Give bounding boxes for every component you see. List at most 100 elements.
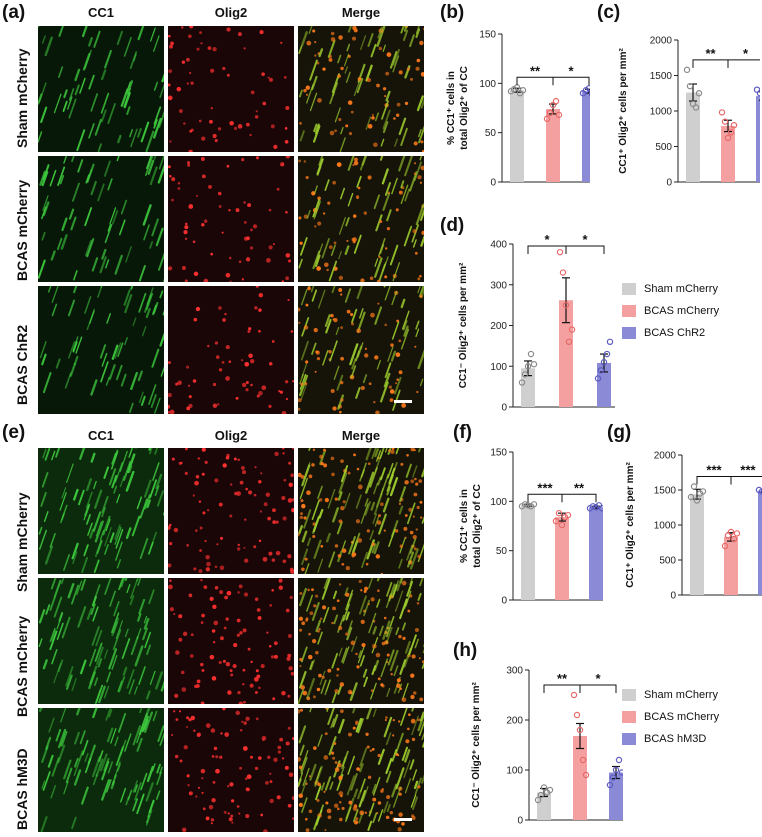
data-point bbox=[564, 511, 572, 519]
data-point bbox=[727, 129, 735, 136]
significance-mark: * bbox=[743, 46, 749, 61]
data-point bbox=[558, 521, 566, 529]
row-label-sham-mcherry: Sham mCherry bbox=[14, 492, 30, 592]
bar bbox=[521, 368, 535, 407]
y-tick-label: 100 bbox=[490, 362, 507, 373]
legend-label: BCAS hM3D bbox=[644, 733, 707, 745]
data-point bbox=[606, 781, 614, 789]
micrograph-image bbox=[38, 708, 164, 832]
significance-bracket bbox=[543, 684, 617, 693]
data-point bbox=[690, 483, 698, 490]
y-axis-label: CC1⁺ Olig2⁺ cells per mm² bbox=[625, 462, 636, 588]
significance-bracket bbox=[516, 76, 590, 86]
data-point bbox=[552, 517, 560, 525]
micrograph-merge bbox=[298, 26, 424, 152]
significance-mark: ** bbox=[530, 63, 541, 78]
bar bbox=[546, 108, 560, 182]
data-point bbox=[730, 535, 738, 543]
data-point bbox=[603, 350, 611, 358]
bar bbox=[589, 507, 603, 600]
panel-label-f: (f) bbox=[453, 422, 472, 443]
legend-swatch bbox=[622, 711, 636, 723]
micrograph-image bbox=[38, 286, 164, 414]
y-axis-label: total Olig2⁺ of CC bbox=[472, 484, 483, 568]
y-tick-label: 100 bbox=[490, 497, 507, 508]
micrograph-green bbox=[38, 578, 164, 704]
bar bbox=[582, 91, 590, 182]
data-point bbox=[524, 363, 532, 370]
data-point bbox=[540, 784, 548, 791]
data-point bbox=[555, 509, 563, 517]
legend-top: Sham mCherry BCAS mCherry BCAS ChR2 bbox=[622, 278, 719, 344]
column-header-merge: Merge bbox=[341, 428, 381, 443]
data-point bbox=[546, 786, 554, 794]
micrograph-red bbox=[168, 708, 294, 832]
data-point bbox=[588, 91, 590, 97]
column-header-cc1: CC1 bbox=[87, 428, 114, 443]
data-point bbox=[576, 726, 584, 734]
legend-label: Sham mCherry bbox=[644, 283, 718, 295]
data-point bbox=[527, 350, 535, 358]
data-point bbox=[718, 109, 726, 116]
panel-label-a: (a) bbox=[2, 2, 26, 23]
micrograph-image bbox=[298, 708, 424, 832]
micrograph-image bbox=[38, 156, 164, 282]
data-point bbox=[570, 691, 578, 699]
significance-mark: * bbox=[568, 63, 574, 78]
chart-d: 0 100 200 300 400 CC1⁻ Olig2⁺ cells per mm² * * bbox=[458, 232, 615, 414]
micrograph-image bbox=[168, 286, 294, 414]
data-point bbox=[699, 488, 707, 495]
legend-item: BCAS ChR2 bbox=[622, 322, 719, 344]
significance-mark: *** bbox=[706, 463, 722, 478]
data-point bbox=[546, 109, 554, 117]
y-axis-label: % CC1⁺ cells in bbox=[446, 71, 457, 145]
micrograph-green bbox=[38, 156, 164, 282]
significance-bracket bbox=[527, 245, 605, 254]
bar bbox=[721, 125, 735, 182]
significance-mark: ** bbox=[705, 46, 716, 61]
micrograph-image bbox=[168, 26, 294, 152]
y-tick-label: 50 bbox=[485, 128, 497, 139]
significance-mark: * bbox=[582, 232, 588, 247]
y-tick-label: 0 bbox=[501, 596, 507, 607]
legend-swatch bbox=[622, 733, 636, 745]
data-point bbox=[565, 338, 573, 346]
data-point bbox=[585, 85, 590, 92]
legend-item: BCAS hM3D bbox=[622, 728, 719, 750]
data-point bbox=[721, 542, 729, 550]
data-point bbox=[721, 118, 729, 125]
data-point bbox=[537, 791, 545, 799]
row-label-bcas-hm3d: BCAS hM3D bbox=[14, 748, 30, 830]
micrograph-image bbox=[38, 448, 164, 574]
legend-item: Sham mCherry bbox=[622, 684, 719, 706]
column-header-olig2: Olig2 bbox=[214, 5, 248, 20]
micrograph-image bbox=[168, 578, 294, 704]
micrograph-image bbox=[298, 578, 424, 704]
y-tick-label: 0 bbox=[517, 816, 523, 827]
legend-item: BCAS mCherry bbox=[622, 300, 719, 322]
significance-bracket bbox=[696, 476, 762, 485]
significance-mark: * bbox=[544, 232, 550, 247]
bar bbox=[510, 90, 524, 182]
data-point bbox=[568, 326, 576, 333]
data-point bbox=[524, 502, 532, 509]
data-point bbox=[686, 82, 694, 90]
legend-label: BCAS ChR2 bbox=[644, 327, 706, 339]
legend-swatch bbox=[622, 327, 636, 339]
data-point bbox=[582, 771, 590, 779]
bar bbox=[555, 517, 569, 600]
y-tick-label: 0 bbox=[666, 178, 672, 189]
y-axis-label: CC1⁻ Olig2⁺ cells per mm² bbox=[471, 682, 482, 808]
significance-bracket bbox=[692, 59, 760, 68]
legend-swatch bbox=[622, 305, 636, 317]
column-header-cc1: CC1 bbox=[87, 5, 114, 20]
y-tick-label: 1000 bbox=[654, 521, 677, 532]
panel-label-d: (d) bbox=[440, 215, 465, 236]
data-point bbox=[556, 248, 564, 256]
data-point bbox=[594, 375, 602, 382]
bar bbox=[597, 362, 611, 407]
y-tick-label: 300 bbox=[490, 280, 507, 291]
data-point bbox=[612, 766, 620, 774]
micrograph-merge bbox=[298, 156, 424, 282]
